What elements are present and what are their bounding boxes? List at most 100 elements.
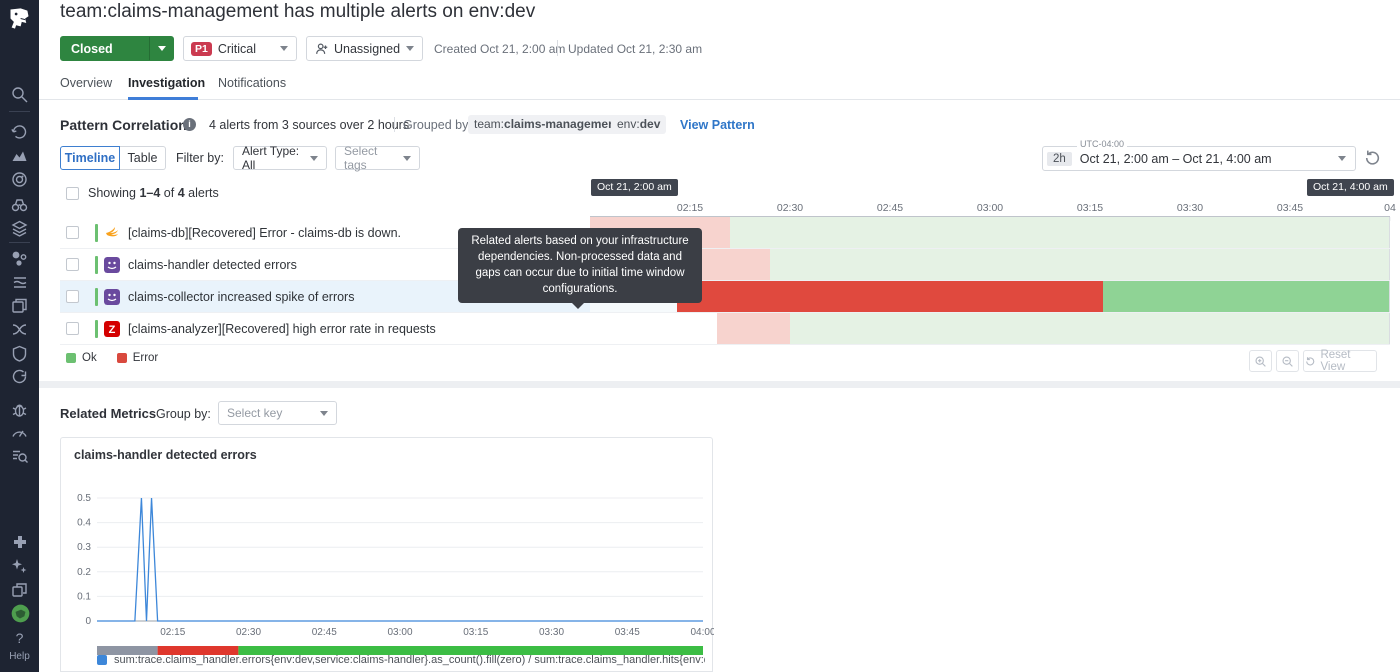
- assignee-dropdown[interactable]: Unassigned: [306, 36, 423, 61]
- showing-row: Showing 1–4 of 4 alerts: [66, 186, 219, 200]
- svg-text:02:30: 02:30: [236, 627, 261, 638]
- alert-checkbox[interactable]: [66, 322, 79, 335]
- showing-text: of: [163, 186, 175, 200]
- group-tag-chip[interactable]: env:dev: [611, 115, 667, 134]
- tag-prefix: team:: [474, 117, 505, 131]
- workspaces-copy-icon[interactable]: [10, 580, 29, 599]
- purple-mascot-icon: [104, 256, 120, 273]
- timeline-legend: Ok Error: [66, 352, 178, 364]
- related-alerts-tooltip: Related alerts based on your infrastruct…: [458, 228, 702, 310]
- incident-status-dropdown[interactable]: Closed: [60, 36, 174, 61]
- reset-view-button[interactable]: Reset View: [1303, 349, 1377, 373]
- help-label[interactable]: Help: [9, 651, 30, 662]
- alert-type-dropdown[interactable]: Alert Type: All: [233, 144, 327, 172]
- time-reset-icon[interactable]: [1362, 148, 1382, 168]
- integrations-puzzle-icon[interactable]: [10, 532, 29, 551]
- software-catalog-windows-icon[interactable]: [10, 296, 29, 315]
- chevron-down-icon: [280, 46, 288, 51]
- severity-dropdown[interactable]: P1 Critical: [183, 36, 297, 61]
- alert-checkbox[interactable]: [66, 258, 79, 271]
- timeline-segment-ok: [769, 249, 1389, 280]
- alert-type-value: Alert Type: All: [242, 144, 300, 172]
- tab-overview[interactable]: Overview: [60, 76, 113, 90]
- legend-error-label: Error: [132, 352, 159, 364]
- chevron-down-icon: [1338, 156, 1346, 161]
- svg-text:0.4: 0.4: [77, 518, 91, 529]
- svg-text:03:00: 03:00: [387, 627, 412, 638]
- select-tags-dropdown[interactable]: Select tags: [335, 144, 420, 172]
- view-pattern-link[interactable]: View Pattern: [680, 118, 755, 132]
- synthetics-rotate-icon[interactable]: [10, 367, 29, 386]
- showing-range: 1–4: [139, 186, 161, 200]
- log-search-icon[interactable]: [10, 447, 29, 466]
- info-icon[interactable]: i: [183, 118, 196, 131]
- timeline-segment-ok: [729, 217, 1389, 248]
- investigator-binoculars-icon[interactable]: [10, 195, 29, 214]
- ai-sparkle-icon[interactable]: [10, 556, 29, 575]
- alert-timeline-track[interactable]: [590, 281, 1390, 312]
- search-icon[interactable]: [10, 85, 29, 104]
- created-timestamp: Created Oct 21, 2:00 am: [434, 42, 566, 56]
- view-toggle-timeline[interactable]: Timeline: [60, 146, 120, 170]
- alert-row[interactable]: claims-handler detected errors: [60, 249, 1390, 281]
- page-title: team:claims-management has multiple aler…: [60, 1, 536, 22]
- severity-label: Critical: [217, 41, 257, 56]
- showing-text: Showing: [88, 186, 136, 200]
- alert-checkbox[interactable]: [66, 226, 79, 239]
- group-by-key-dropdown[interactable]: Select key: [218, 401, 337, 425]
- divider: [557, 40, 558, 56]
- alert-timeline-track[interactable]: [590, 313, 1390, 344]
- timezone-label: UTC-04:00: [1077, 139, 1128, 149]
- dashboards-icon[interactable]: [10, 146, 29, 165]
- tab-investigation[interactable]: Investigation: [128, 76, 206, 90]
- recents-history-icon[interactable]: [10, 122, 29, 141]
- security-shield-icon[interactable]: [10, 344, 29, 363]
- alert-checkbox[interactable]: [66, 290, 79, 303]
- apm-link-icon[interactable]: [10, 320, 29, 339]
- help-icon[interactable]: ?: [15, 630, 24, 646]
- metric-chart-title: claims-handler detected errors: [74, 448, 257, 462]
- metric-legend: sum:trace.claims_handler.errors{env:dev,…: [97, 654, 705, 666]
- chevron-down-icon: [406, 46, 414, 51]
- infrastructure-layers-icon[interactable]: [10, 219, 29, 238]
- alert-title: [claims-analyzer][Recovered] high error …: [128, 321, 436, 336]
- timeline-tick: 03:15: [1077, 198, 1103, 221]
- alert-timeline-track[interactable]: [590, 217, 1390, 248]
- alert-row[interactable]: [claims-db][Recovered] Error - claims-db…: [60, 217, 1390, 249]
- zoom-in-button[interactable]: [1249, 350, 1272, 372]
- tab-bar: Overview Investigation Notifications: [39, 76, 1400, 100]
- alert-timeline-track[interactable]: [590, 249, 1390, 280]
- watchdog-target-icon[interactable]: [10, 170, 29, 189]
- svg-text:0.2: 0.2: [77, 567, 91, 578]
- time-range-dropdown[interactable]: 2h Oct 21, 2:00 am – Oct 21, 4:00 am: [1042, 146, 1356, 171]
- select-all-checkbox[interactable]: [66, 186, 79, 200]
- alert-title: claims-handler detected errors: [128, 257, 297, 272]
- time-range-value: Oct 21, 2:00 am – Oct 21, 4:00 am: [1079, 151, 1272, 166]
- alert-row[interactable]: Z [claims-analyzer][Recovered] high erro…: [60, 313, 1390, 345]
- zoom-out-button[interactable]: [1276, 350, 1299, 372]
- org-globe-icon[interactable]: [10, 603, 31, 624]
- select-tags-placeholder: Select tags: [344, 144, 378, 172]
- tag-value: dev: [639, 117, 661, 131]
- group-tag-chip[interactable]: team:claims-management: [468, 115, 626, 134]
- timeline-segment-error: [676, 281, 1103, 312]
- timeline-tick: 03:00: [977, 198, 1003, 221]
- timeline-tick: 04: [1384, 198, 1396, 221]
- error-tracking-bug-icon[interactable]: [10, 400, 29, 419]
- alert-status-bar: [95, 223, 98, 242]
- svg-text:0: 0: [85, 616, 91, 627]
- pipelines-stream-icon[interactable]: [10, 273, 29, 292]
- service-map-dots-icon[interactable]: [10, 249, 29, 268]
- metric-chart[interactable]: 0 0.1 0.2 0.3 0.4 0.5 02:15 02:30 02:45 03:00 03:1…: [61, 471, 714, 672]
- timeline-tick: 02:15: [677, 198, 703, 221]
- view-toggle-table[interactable]: Table: [120, 146, 166, 170]
- datadog-logo-icon[interactable]: [6, 5, 33, 32]
- chevron-down-icon: [310, 155, 318, 161]
- metric-legend-swatch: [97, 655, 107, 665]
- app-sidebar: ? Help: [0, 0, 39, 672]
- alert-row-selected[interactable]: claims-collector increased spike of erro…: [60, 281, 1390, 313]
- timeline-segment-ok: [789, 313, 1389, 344]
- tab-notifications[interactable]: Notifications: [218, 76, 287, 90]
- slo-gauge-icon[interactable]: [10, 423, 29, 442]
- svg-text:02:45: 02:45: [312, 627, 337, 638]
